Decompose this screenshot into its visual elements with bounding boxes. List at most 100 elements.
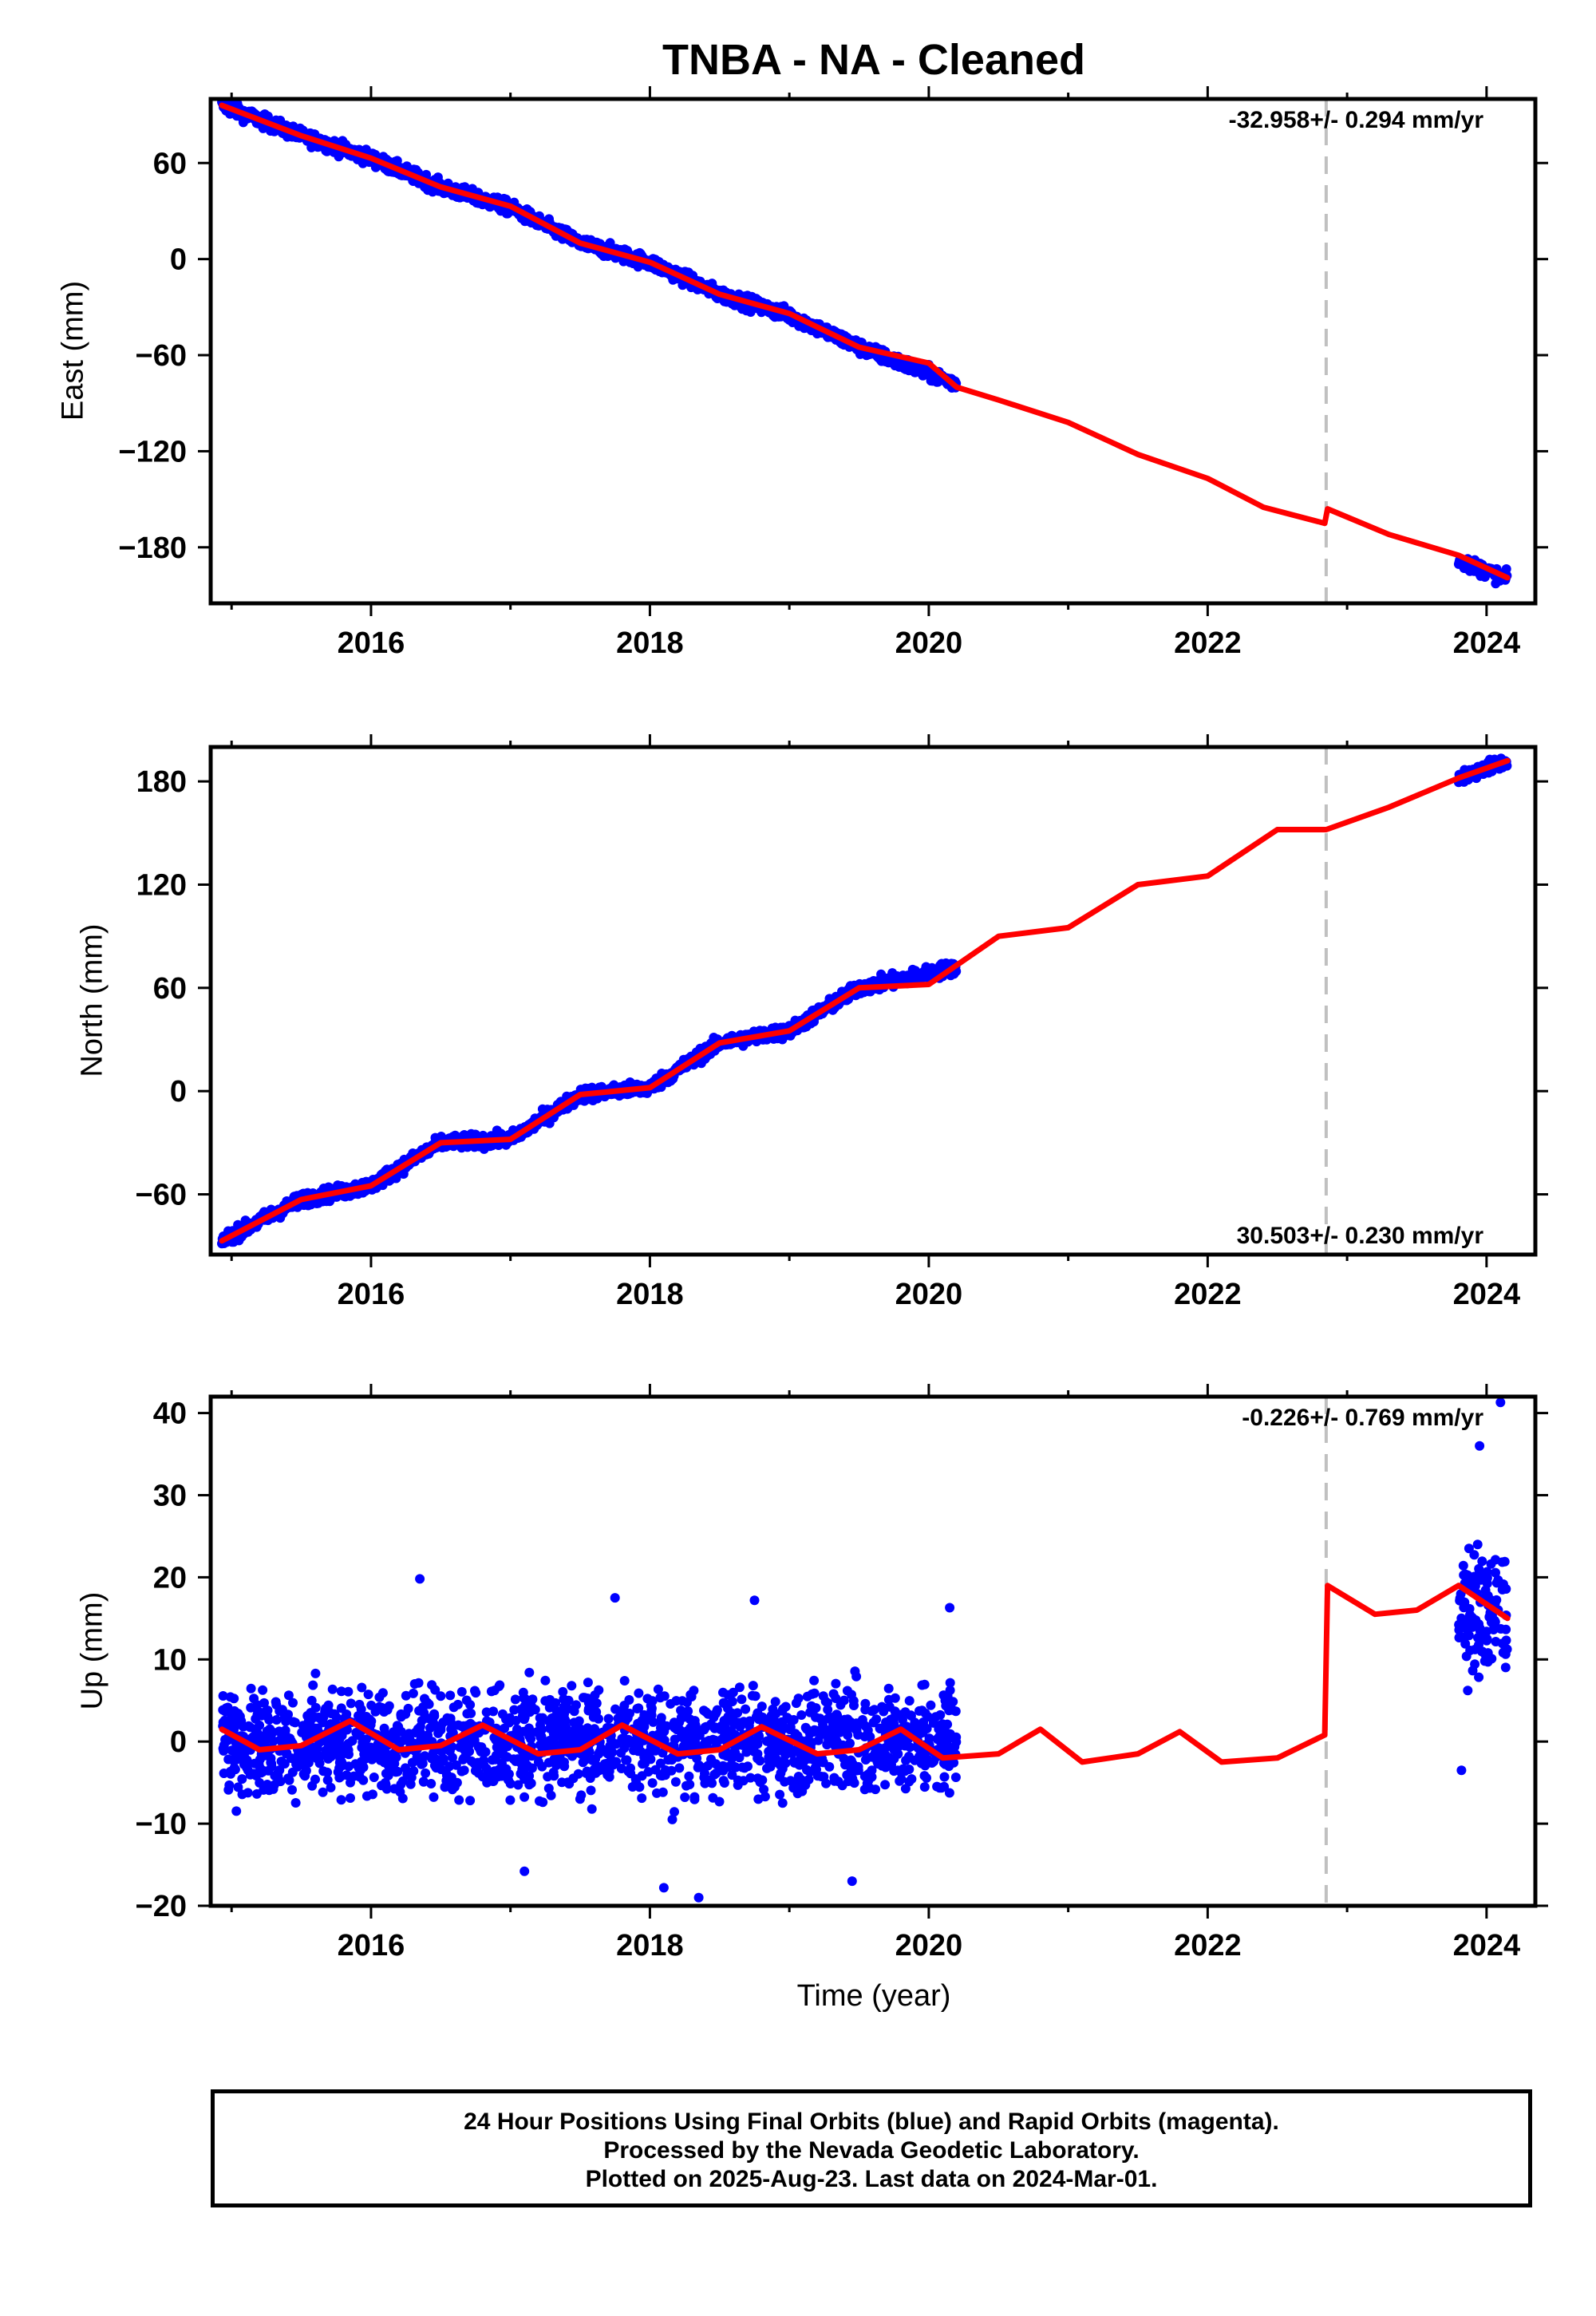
data-point xyxy=(917,1680,927,1690)
y-tick-label: 20 xyxy=(153,1561,187,1595)
data-point xyxy=(774,1745,784,1756)
model-line xyxy=(219,102,1511,581)
data-point xyxy=(777,1798,788,1808)
x-tick-label: 2016 xyxy=(338,1278,405,1311)
data-point xyxy=(487,1755,497,1765)
data-point xyxy=(734,1682,745,1693)
data-point xyxy=(540,1675,551,1686)
model-line xyxy=(219,1583,1511,1765)
data-point xyxy=(822,1725,832,1735)
data-point xyxy=(436,1723,446,1733)
data-point xyxy=(288,1697,298,1708)
data-point xyxy=(397,1737,407,1746)
y-tick-label: 10 xyxy=(153,1643,187,1677)
data-point xyxy=(556,1756,567,1766)
data-point xyxy=(536,1725,547,1735)
data-point xyxy=(481,1763,492,1773)
data-point xyxy=(371,1744,381,1753)
data-point xyxy=(792,1779,802,1789)
data-point xyxy=(907,1774,917,1784)
data-point xyxy=(916,1758,926,1769)
data-point xyxy=(647,1778,658,1788)
data-point xyxy=(1468,1622,1477,1632)
data-point xyxy=(494,1681,504,1691)
data-point xyxy=(1495,1397,1506,1408)
data-point xyxy=(932,1734,942,1745)
data-point xyxy=(420,1694,429,1704)
x-tick-label: 2018 xyxy=(616,626,684,660)
data-point xyxy=(325,1749,335,1760)
data-point xyxy=(721,1731,732,1741)
data-point xyxy=(812,1771,823,1781)
x-tick-label: 2022 xyxy=(1174,626,1242,660)
data-point xyxy=(220,1734,231,1745)
data-point xyxy=(692,1753,702,1764)
data-point xyxy=(246,1683,256,1694)
data-point xyxy=(218,1691,228,1701)
y-tick-label: −20 xyxy=(136,1890,187,1923)
data-point xyxy=(446,1724,456,1734)
data-point xyxy=(738,1776,749,1786)
data-point xyxy=(543,1757,554,1768)
data-point xyxy=(284,1775,294,1785)
data-point xyxy=(396,1709,406,1719)
data-point xyxy=(811,1725,820,1736)
data-point xyxy=(340,1741,350,1752)
data-point xyxy=(627,1782,638,1792)
data-point xyxy=(336,1703,346,1713)
data-point xyxy=(896,1774,907,1784)
data-point xyxy=(670,1777,681,1787)
data-point xyxy=(223,1754,234,1765)
data-point xyxy=(1454,1619,1464,1630)
data-point xyxy=(645,1748,655,1758)
data-point xyxy=(701,1737,710,1747)
data-point xyxy=(896,1767,906,1777)
data-point xyxy=(918,1725,929,1735)
data-point xyxy=(363,1690,373,1700)
data-point xyxy=(845,1722,855,1733)
data-point xyxy=(567,1681,577,1691)
data-point xyxy=(883,1694,894,1705)
data-point xyxy=(1475,1569,1485,1579)
data-point xyxy=(634,1688,644,1698)
data-point xyxy=(753,1753,763,1764)
data-point xyxy=(798,1758,808,1769)
data-point xyxy=(357,1682,367,1693)
data-point xyxy=(459,1765,469,1776)
data-point xyxy=(587,1804,597,1814)
data-point xyxy=(379,1707,389,1717)
rate-label: 30.503+/- 0.230 mm/yr xyxy=(1237,1223,1484,1249)
data-point xyxy=(796,1710,807,1720)
data-point xyxy=(290,1717,300,1728)
data-point xyxy=(591,1728,601,1738)
data-point xyxy=(465,1796,476,1806)
data-point xyxy=(940,1728,950,1738)
data-point xyxy=(845,1774,855,1784)
data-point xyxy=(383,1770,393,1780)
data-point xyxy=(456,1686,467,1697)
data-point xyxy=(831,1678,841,1689)
data-point xyxy=(922,1773,931,1783)
data-point xyxy=(314,1758,325,1769)
data-point xyxy=(1474,1672,1484,1682)
data-point xyxy=(308,1680,318,1690)
data-point xyxy=(872,1757,883,1767)
data-point xyxy=(418,1777,429,1787)
data-point xyxy=(670,1807,679,1817)
data-point xyxy=(945,1678,955,1688)
data-point xyxy=(809,1675,820,1686)
data-point xyxy=(281,1749,291,1759)
data-point xyxy=(657,1771,667,1781)
data-point xyxy=(945,1603,955,1613)
data-point xyxy=(227,1745,237,1756)
data-point xyxy=(734,1719,745,1729)
data-point xyxy=(237,1774,247,1784)
data-point xyxy=(591,1754,601,1765)
data-point xyxy=(823,1705,833,1715)
data-point xyxy=(548,1767,559,1777)
data-point xyxy=(583,1705,594,1716)
data-point xyxy=(530,1705,540,1715)
data-point xyxy=(303,1716,314,1726)
data-point xyxy=(510,1729,520,1740)
